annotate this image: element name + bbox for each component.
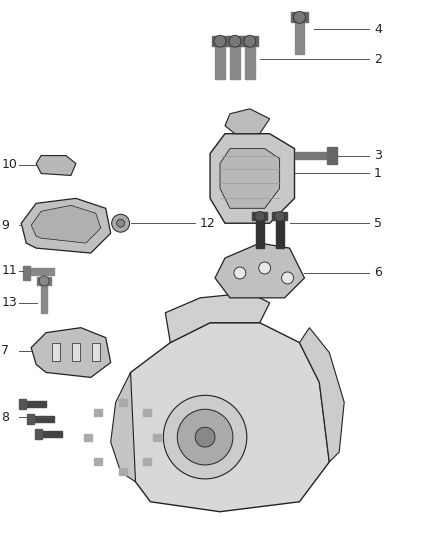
PathPatch shape bbox=[300, 328, 344, 462]
PathPatch shape bbox=[21, 198, 111, 253]
PathPatch shape bbox=[225, 109, 270, 134]
Text: 5: 5 bbox=[374, 217, 382, 230]
Bar bbox=[276, 218, 283, 248]
Text: 1: 1 bbox=[374, 167, 382, 180]
Bar bbox=[35, 429, 42, 439]
Bar bbox=[143, 458, 151, 465]
Circle shape bbox=[195, 427, 215, 447]
Circle shape bbox=[275, 211, 285, 221]
Circle shape bbox=[293, 11, 305, 23]
Circle shape bbox=[214, 35, 226, 47]
Bar bbox=[84, 434, 92, 441]
Text: 6: 6 bbox=[374, 266, 382, 279]
Circle shape bbox=[282, 272, 293, 284]
Bar bbox=[72, 343, 80, 360]
Bar bbox=[212, 36, 228, 46]
Bar bbox=[143, 409, 151, 416]
Circle shape bbox=[177, 409, 233, 465]
Bar bbox=[119, 469, 127, 475]
PathPatch shape bbox=[31, 328, 111, 377]
Text: 2: 2 bbox=[374, 53, 382, 66]
Circle shape bbox=[234, 267, 246, 279]
Bar bbox=[227, 36, 243, 46]
Bar bbox=[21, 401, 46, 407]
PathPatch shape bbox=[120, 322, 329, 512]
Bar bbox=[230, 44, 240, 79]
Bar bbox=[119, 399, 127, 406]
Bar bbox=[23, 266, 30, 280]
Bar bbox=[29, 416, 53, 422]
Bar bbox=[153, 434, 161, 441]
Bar bbox=[94, 458, 102, 465]
Bar bbox=[94, 409, 102, 416]
Bar bbox=[215, 44, 225, 79]
Text: 10: 10 bbox=[1, 158, 17, 171]
Circle shape bbox=[163, 395, 247, 479]
Circle shape bbox=[117, 219, 124, 227]
Bar bbox=[252, 212, 267, 220]
Bar bbox=[294, 19, 304, 54]
Text: 12: 12 bbox=[200, 217, 216, 230]
Text: 8: 8 bbox=[1, 411, 9, 424]
Bar bbox=[291, 12, 308, 22]
Bar bbox=[327, 147, 337, 164]
Bar bbox=[92, 343, 100, 360]
Text: 11: 11 bbox=[1, 264, 17, 278]
Bar bbox=[242, 36, 258, 46]
Text: 13: 13 bbox=[1, 296, 17, 309]
Bar bbox=[26, 268, 54, 275]
Text: 9: 9 bbox=[1, 219, 9, 232]
Circle shape bbox=[259, 262, 271, 274]
Bar bbox=[245, 44, 255, 79]
Bar bbox=[272, 212, 287, 220]
Circle shape bbox=[255, 211, 265, 221]
Text: 3: 3 bbox=[374, 149, 382, 162]
Circle shape bbox=[229, 35, 241, 47]
PathPatch shape bbox=[111, 373, 135, 482]
Text: 4: 4 bbox=[374, 23, 382, 36]
Circle shape bbox=[244, 35, 256, 47]
PathPatch shape bbox=[215, 243, 304, 298]
Bar bbox=[19, 399, 26, 409]
PathPatch shape bbox=[31, 205, 101, 243]
PathPatch shape bbox=[165, 293, 270, 343]
Bar bbox=[41, 283, 47, 313]
Text: 7: 7 bbox=[1, 344, 9, 357]
Bar bbox=[37, 277, 51, 285]
PathPatch shape bbox=[220, 149, 279, 208]
Bar bbox=[294, 151, 329, 158]
PathPatch shape bbox=[210, 134, 294, 223]
PathPatch shape bbox=[36, 156, 76, 175]
Circle shape bbox=[112, 214, 130, 232]
Bar bbox=[256, 218, 264, 248]
Bar bbox=[27, 414, 34, 424]
Bar bbox=[37, 431, 61, 437]
Circle shape bbox=[39, 276, 49, 286]
Bar bbox=[52, 343, 60, 360]
